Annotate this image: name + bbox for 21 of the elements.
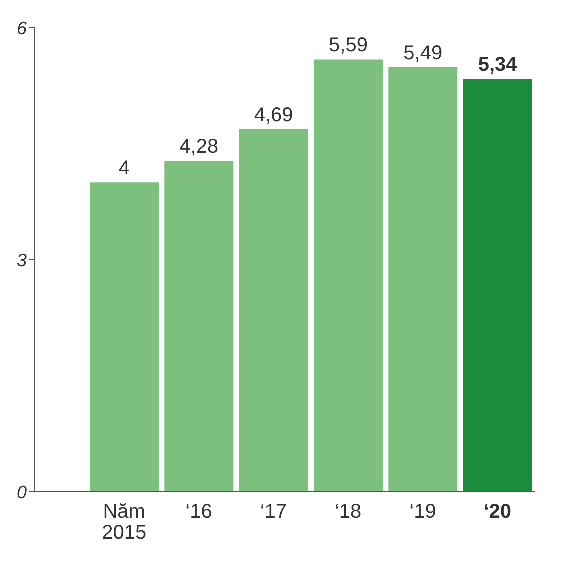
data-label: 5,34 (478, 54, 518, 76)
data-label: 4,69 (254, 104, 294, 126)
data-label: 5,59 (329, 34, 368, 57)
x-tick-label: Năm 2015 (102, 501, 147, 544)
bar (239, 129, 308, 492)
bar (388, 67, 458, 492)
y-tick-label: 6 (16, 18, 28, 38)
bar (463, 79, 532, 492)
y-tick-label: 3 (16, 250, 27, 270)
x-tick-label: ‘18 (334, 501, 362, 523)
y-tick-label: 0 (16, 482, 27, 502)
bar (90, 182, 159, 492)
data-label: 4,28 (180, 136, 219, 158)
bar (314, 60, 383, 492)
bar (164, 161, 234, 492)
x-tick-label: ‘20 (484, 501, 512, 523)
x-tick-label: ‘17 (260, 501, 288, 523)
data-label: 4 (118, 158, 130, 180)
x-tick-label: ‘16 (186, 501, 212, 523)
x-tick-label: ‘19 (410, 501, 436, 523)
data-label: 5,49 (404, 42, 443, 64)
